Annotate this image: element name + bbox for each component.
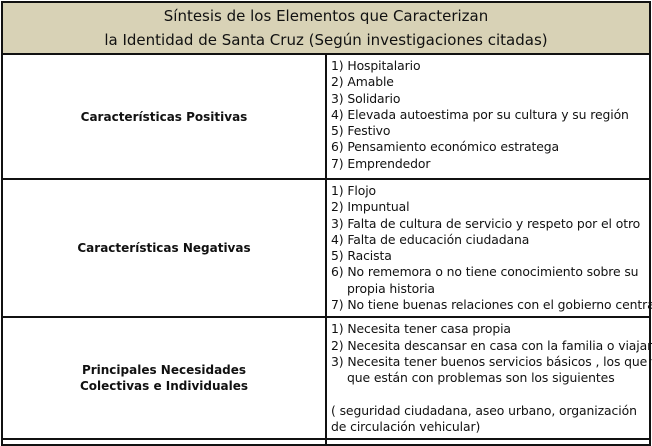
table-row-needs: Principales Necesidades Colectivas e Ind… [1,316,652,441]
needs-note: ( seguridad ciudadana, aseo urbano, orga… [331,402,637,434]
list-item: 2) Impuntual [331,199,410,215]
list-item: 5) Racista [331,248,392,264]
row-label: Características Positivas [1,53,327,180]
row-label: Características Negativas [1,177,327,319]
list-item: 4) Falta de educación ciudadana [331,231,530,247]
list-item-continuation: que están con problemas son los siguient… [347,370,615,386]
table-row-negative: Características Negativas 1) Flojo 2) Im… [1,177,652,319]
list-item: 6) Pensamiento económico estratega [331,139,560,155]
row-label-line-1: Principales Necesidades [81,363,247,378]
table-title: Síntesis de los Elementos que Caracteriz… [1,1,651,55]
row-label: Principales Necesidades Colectivas e Ind… [1,316,327,441]
list-item: 3) Solidario [331,90,401,106]
title-line-2: la Identidad de Santa Cruz (Según invest… [104,31,548,49]
row-label-line-2: Colectivas e Individuales [79,379,249,394]
empty-cell [325,438,651,446]
list-item: 2) Amable [331,74,394,90]
list-item: 1) Necesita tener casa propia [331,321,511,337]
title-line-1: Síntesis de los Elementos que Caracteriz… [163,7,489,25]
row-items: 1) Flojo 2) Impuntual 3) Falta de cultur… [325,177,652,319]
list-item: 2) Necesita descansar en casa con la fam… [331,337,652,353]
list-item: 6) No rememora o no tiene conocimiento s… [331,264,639,280]
list-item: 7) No tiene buenas relaciones con el gob… [331,297,652,313]
list-item: 1) Hospitalario [331,58,421,73]
list-item: 5) Festivo [331,123,391,139]
list-item: 3) Necesita tener buenos servicios básic… [331,353,652,369]
table-row-cut-off [1,438,651,446]
list-item: 3) Falta de cultura de servicio y respet… [331,215,641,231]
table-header-row: Síntesis de los Elementos que Caracteriz… [1,1,651,55]
row-items: 1) Necesita tener casa propia 2) Necesit… [325,316,652,441]
list-item: 7) Emprendedor [331,155,431,171]
table-row-positive: Características Positivas 1) Hospitalari… [1,53,651,180]
row-items: 1) Hospitalario 2) Amable 3) Solidario 4… [325,53,651,180]
list-item: 1) Flojo [331,183,377,198]
empty-cell [1,438,327,446]
list-item-continuation: propia historia [347,280,435,296]
spacer [331,387,647,403]
list-item: 4) Elevada autoestima por su cultura y s… [331,106,629,122]
